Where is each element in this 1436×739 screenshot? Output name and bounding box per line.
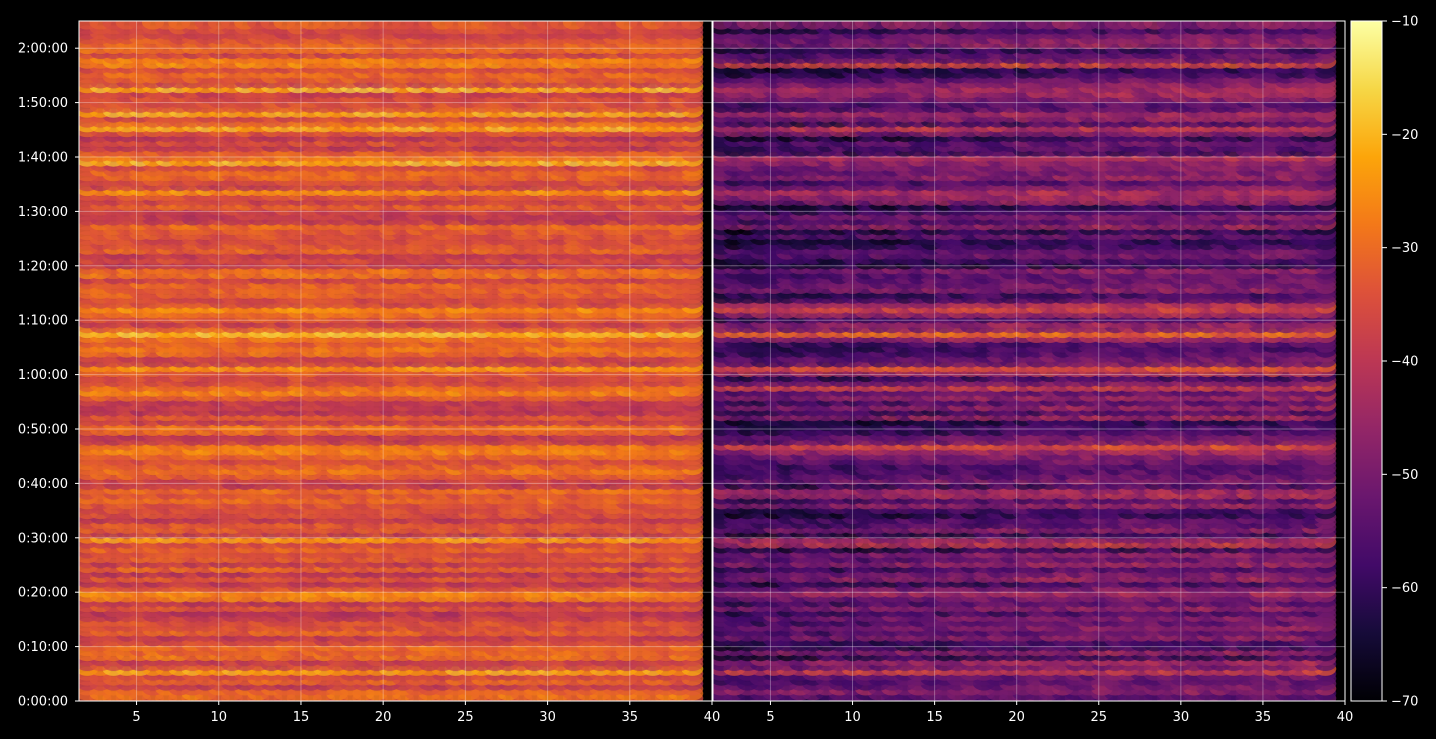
heatmap-panel-left (79, 21, 704, 701)
